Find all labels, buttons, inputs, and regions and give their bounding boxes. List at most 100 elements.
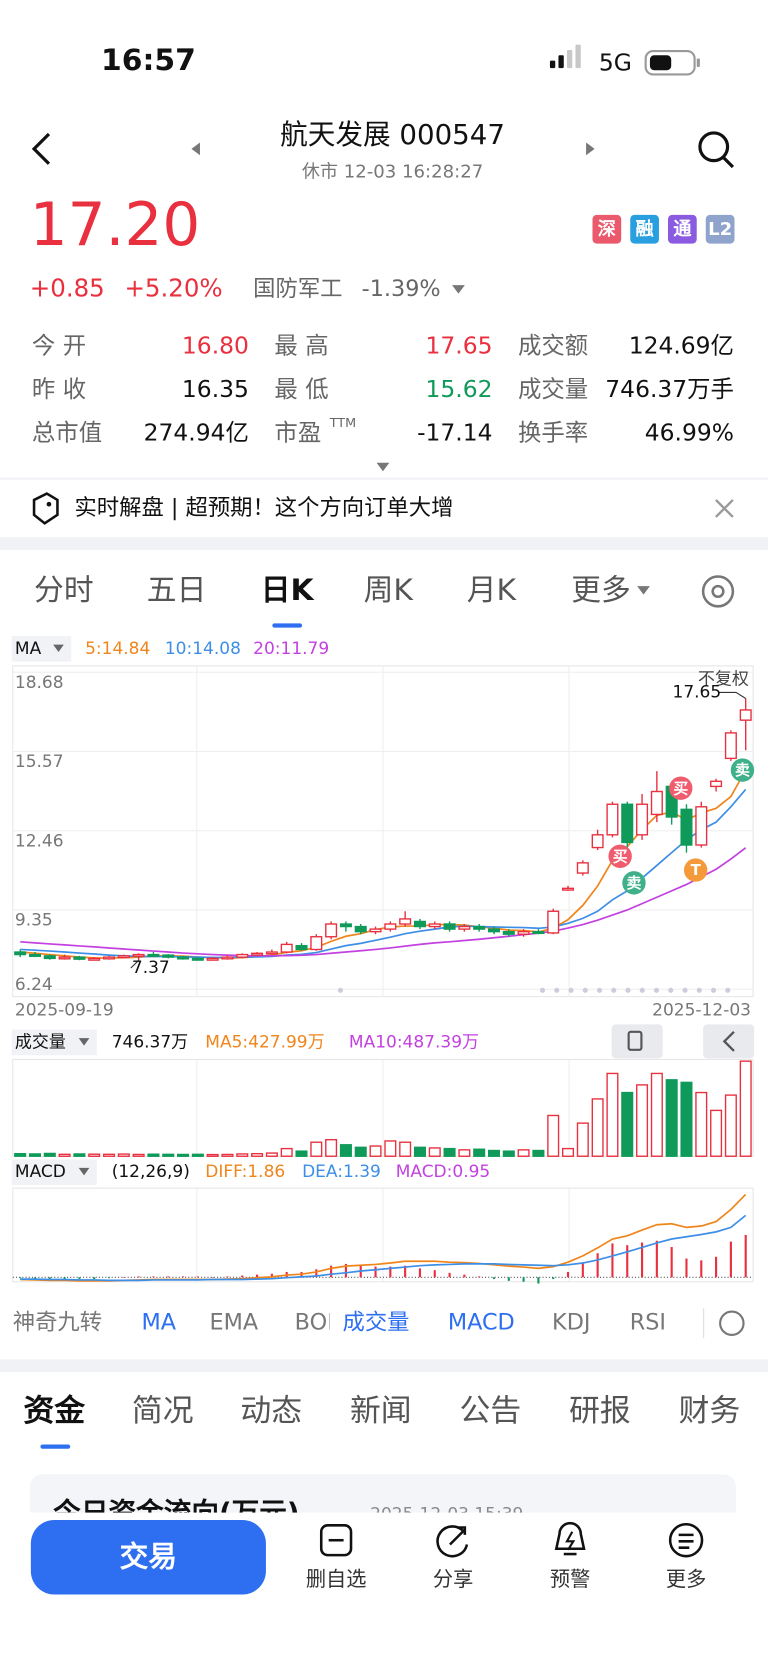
info-tab[interactable]: 财务: [679, 1393, 741, 1429]
ma-selector[interactable]: [11, 636, 72, 662]
info-tab[interactable]: 简况: [132, 1393, 194, 1429]
volume-bar: [206, 1153, 219, 1157]
candle-body: [251, 952, 264, 956]
period-tab[interactable]: 五日: [147, 573, 207, 608]
settings-button[interactable]: [701, 575, 735, 608]
macd-bar: [596, 1253, 599, 1278]
macd-bar: [374, 1266, 377, 1278]
banner-text[interactable]: 实时解盘 | 超预期！这个方向订单大增: [74, 495, 453, 521]
price: 17.20: [30, 191, 200, 260]
info-tab[interactable]: 公告: [460, 1393, 522, 1429]
indicator-tab[interactable]: 神奇九转: [13, 1310, 102, 1336]
rotate-icon: [627, 1030, 643, 1051]
indicator-tab[interactable]: BOLL: [295, 1310, 353, 1336]
candle-body: [265, 951, 278, 955]
section-gap: [0, 1359, 768, 1373]
banner-close[interactable]: [715, 499, 734, 518]
badge-text: 融: [636, 219, 654, 240]
low-pointer: [130, 960, 139, 969]
macd-bar: [537, 1277, 540, 1284]
macd-bar: [19, 1277, 22, 1279]
info-tab[interactable]: 新闻: [350, 1393, 412, 1429]
info-tab[interactable]: 资金: [23, 1393, 85, 1429]
volume-bar: [591, 1098, 604, 1157]
macd-bar: [330, 1265, 333, 1278]
rotate-button[interactable]: [611, 1024, 663, 1059]
candle-body: [132, 953, 145, 957]
candle-body: [532, 930, 545, 935]
search-button[interactable]: [698, 131, 730, 163]
indicator-settings[interactable]: [719, 1310, 745, 1336]
trade-signal-label: 卖: [627, 874, 642, 892]
indicator-divider: [703, 1308, 705, 1339]
footer-action[interactable]: [319, 1524, 353, 1557]
volume-bar: [339, 1144, 352, 1157]
candle-body: [339, 923, 352, 928]
candle-body: [177, 956, 190, 960]
y-tick-label: 12.46: [15, 831, 64, 851]
next-stock[interactable]: [586, 142, 595, 156]
volume-bar: [88, 1153, 101, 1157]
trade-signal-label: 买: [613, 847, 628, 865]
volume-bar: [236, 1153, 249, 1157]
candle-body: [695, 806, 708, 846]
macd-bar: [522, 1277, 525, 1282]
volume-panel: [12, 1058, 754, 1157]
period-tab[interactable]: 更多: [571, 573, 631, 608]
stat-label-sup: TTM: [329, 416, 356, 431]
period-tab[interactable]: 日K: [261, 573, 315, 608]
candle-body: [547, 910, 560, 934]
volume-bar: [191, 1153, 204, 1157]
volume-bar: [251, 1152, 264, 1157]
candle-body: [369, 928, 382, 933]
ma-legend: 5:14.84: [85, 639, 150, 659]
candle-body: [325, 923, 338, 938]
period-tab[interactable]: 分时: [34, 573, 94, 608]
info-tab[interactable]: 研报: [569, 1393, 631, 1429]
period-tab[interactable]: 周K: [364, 573, 415, 608]
macd-bar: [137, 1276, 140, 1278]
badge-text: 深: [598, 218, 616, 240]
candle-body: [102, 956, 116, 960]
expand-arrow[interactable]: [376, 462, 390, 472]
candle-body: [162, 954, 175, 958]
footer-action-label[interactable]: 删自选: [306, 1567, 367, 1591]
macd-bar: [93, 1277, 96, 1280]
network: 5G: [599, 48, 632, 76]
stat-value: 124.69亿: [629, 331, 734, 359]
indicator-tab[interactable]: MA: [141, 1310, 176, 1336]
footer-action-label[interactable]: 预警: [550, 1567, 590, 1591]
candle-body: [14, 951, 27, 956]
candle-body: [280, 943, 293, 953]
volume-bar: [665, 1079, 678, 1157]
volume-bar: [561, 1147, 575, 1157]
footer-action[interactable]: [554, 1522, 586, 1556]
high-pointer: [719, 691, 746, 699]
indicator-tab[interactable]: EMA: [210, 1310, 259, 1336]
candle-body: [680, 808, 693, 846]
trade-button[interactable]: [30, 1520, 266, 1595]
macd-bar: [655, 1240, 658, 1278]
candle-body: [739, 709, 752, 721]
footer-action[interactable]: [668, 1522, 704, 1558]
indicator-tab[interactable]: KDJ: [552, 1310, 590, 1336]
back-button[interactable]: [31, 132, 51, 165]
footer-action[interactable]: [436, 1525, 469, 1558]
macd-bar: [729, 1241, 732, 1278]
indicator-tab[interactable]: MACD: [448, 1310, 515, 1336]
period-tab[interactable]: 月K: [467, 573, 518, 608]
more-arrow: [637, 586, 650, 595]
candle-body: [117, 955, 130, 959]
candle-body: [458, 925, 471, 930]
indicator-tab[interactable]: 成交量: [343, 1310, 410, 1336]
prev-stock[interactable]: [191, 142, 200, 156]
macd-bar: [270, 1273, 273, 1278]
indicator-tab[interactable]: RSI: [630, 1310, 666, 1336]
footer-action-label[interactable]: 更多: [666, 1567, 706, 1591]
footer-action-label[interactable]: 分享: [433, 1567, 473, 1591]
volume-bar: [177, 1153, 190, 1157]
info-tab[interactable]: 动态: [240, 1393, 302, 1429]
stat-value: 746.37万手: [605, 375, 734, 403]
macd-bar: [256, 1274, 259, 1278]
collapse-button[interactable]: [703, 1024, 755, 1059]
